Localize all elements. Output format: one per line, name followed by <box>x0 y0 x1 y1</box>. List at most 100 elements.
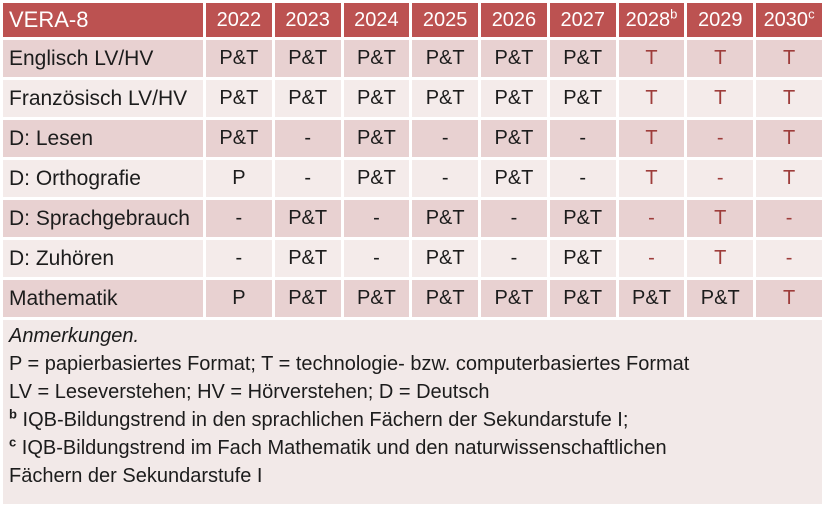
note-line: b IQB-Bildungstrend in den sprachlichen … <box>9 406 629 431</box>
row-label-cell: D: Zuhören <box>3 240 203 277</box>
value-cell: P&T <box>481 280 547 317</box>
row-label-cell: Französisch LV/HV <box>3 80 203 117</box>
value-cell: T <box>687 80 754 117</box>
value-cell: P&T <box>549 280 616 317</box>
year-header-cell: 2022 <box>206 3 272 37</box>
value-cell: P <box>206 280 272 317</box>
value-cell: P&T <box>412 280 479 317</box>
value-cell: T <box>687 200 754 237</box>
value-cell: - <box>274 160 341 197</box>
value-cell: P&T <box>481 120 547 157</box>
footnote-marker: b <box>9 406 17 422</box>
value-cell: P&T <box>412 80 479 117</box>
value-cell: P&T <box>412 240 479 277</box>
value-cell: P&T <box>549 40 616 77</box>
header-superscript: c <box>808 5 815 21</box>
value-cell: - <box>756 200 822 237</box>
value-cell: P&T <box>206 80 272 117</box>
value-cell: - <box>343 200 410 237</box>
footnote-marker: c <box>9 434 17 450</box>
value-cell: T <box>756 280 822 317</box>
value-cell: - <box>756 240 822 277</box>
table-body: Englisch LV/HV P&T P&T P&T P&T P&T P&T T T T Franz… <box>3 40 822 317</box>
value-cell: - <box>549 160 616 197</box>
notes-section: Anmerkungen. P = papierbasiertes Format;… <box>3 320 822 504</box>
table-row: D: Sprachgebrauch - P&T - P&T - P&T - T - <box>3 200 822 237</box>
value-cell: T <box>756 80 822 117</box>
header-title-cell: VERA-8 <box>3 3 203 37</box>
note-line: c IQB-Bildungstrend im Fach Mathematik u… <box>9 434 667 459</box>
value-cell: P&T <box>343 80 410 117</box>
value-cell: T <box>756 160 822 197</box>
value-cell: P&T <box>481 160 547 197</box>
value-cell: T <box>618 40 685 77</box>
value-cell: - <box>618 200 685 237</box>
table-row: D: Lesen P&T - P&T - P&T - T - T <box>3 120 822 157</box>
value-cell: - <box>206 200 272 237</box>
value-cell: - <box>412 120 479 157</box>
value-cell: T <box>618 120 685 157</box>
year-header-cell: 2026 <box>481 3 547 37</box>
vera-table: VERA-8 2022 2023 2024 2025 2026 2027 2028b 2029… <box>3 3 822 317</box>
value-cell: - <box>412 160 479 197</box>
value-cell: - <box>274 120 341 157</box>
notes-heading: Anmerkungen. <box>9 325 140 347</box>
row-label-cell: Mathematik <box>3 280 203 317</box>
value-cell: P&T <box>343 120 410 157</box>
value-cell: P&T <box>481 80 547 117</box>
value-cell: P <box>206 160 272 197</box>
value-cell: - <box>343 240 410 277</box>
year-header-cell: 2023 <box>274 3 341 37</box>
note-line: Fächern der Sekundarstufe I <box>9 465 263 487</box>
value-cell: - <box>687 120 754 157</box>
year-header-cell: 2024 <box>343 3 410 37</box>
value-cell: P&T <box>343 160 410 197</box>
row-label-cell: Englisch LV/HV <box>3 40 203 77</box>
value-cell: P&T <box>274 80 341 117</box>
value-cell: T <box>618 80 685 117</box>
value-cell: - <box>687 160 754 197</box>
year-header-cell: 2025 <box>412 3 479 37</box>
year-header-cell: 2027 <box>549 3 616 37</box>
value-cell: P&T <box>343 40 410 77</box>
table-header-row: VERA-8 2022 2023 2024 2025 2026 2027 2028b 2029… <box>3 3 822 37</box>
note-line: LV = Leseverstehen; HV = Hörverstehen; D… <box>9 381 490 403</box>
value-cell: P&T <box>412 40 479 77</box>
value-cell: P&T <box>549 80 616 117</box>
value-cell: P&T <box>206 120 272 157</box>
value-cell: T <box>687 240 754 277</box>
value-cell: - <box>618 240 685 277</box>
value-cell: P&T <box>549 200 616 237</box>
value-cell: T <box>756 40 822 77</box>
value-cell: P&T <box>206 40 272 77</box>
value-cell: P&T <box>549 240 616 277</box>
year-header-cell: 2029 <box>687 3 754 37</box>
table-row: D: Zuhören - P&T - P&T - P&T - T - <box>3 240 822 277</box>
note-line: P = papierbasiertes Format; T = technolo… <box>9 353 690 375</box>
value-cell: P&T <box>481 40 547 77</box>
table-row: Mathematik P P&T P&T P&T P&T P&T P&T P&T T <box>3 280 822 317</box>
row-label-cell: D: Sprachgebrauch <box>3 200 203 237</box>
table-row: D: Orthografie P - P&T - P&T - T - T <box>3 160 822 197</box>
value-cell: - <box>549 120 616 157</box>
value-cell: P&T <box>343 280 410 317</box>
table-row: Französisch LV/HV P&T P&T P&T P&T P&T P&T T T T <box>3 80 822 117</box>
value-cell: P&T <box>412 200 479 237</box>
value-cell: T <box>687 40 754 77</box>
value-cell: T <box>618 160 685 197</box>
value-cell: - <box>206 240 272 277</box>
value-cell: P&T <box>274 40 341 77</box>
table-row: Englisch LV/HV P&T P&T P&T P&T P&T P&T T T T <box>3 40 822 77</box>
value-cell: P&T <box>274 240 341 277</box>
year-header-cell: 2028b <box>618 3 685 37</box>
value-cell: - <box>481 200 547 237</box>
value-cell: T <box>756 120 822 157</box>
value-cell: - <box>481 240 547 277</box>
value-cell: P&T <box>274 200 341 237</box>
header-superscript: b <box>670 5 678 21</box>
row-label-cell: D: Lesen <box>3 120 203 157</box>
year-header-cell: 2030c <box>756 3 822 37</box>
row-label-cell: D: Orthografie <box>3 160 203 197</box>
value-cell: P&T <box>274 280 341 317</box>
